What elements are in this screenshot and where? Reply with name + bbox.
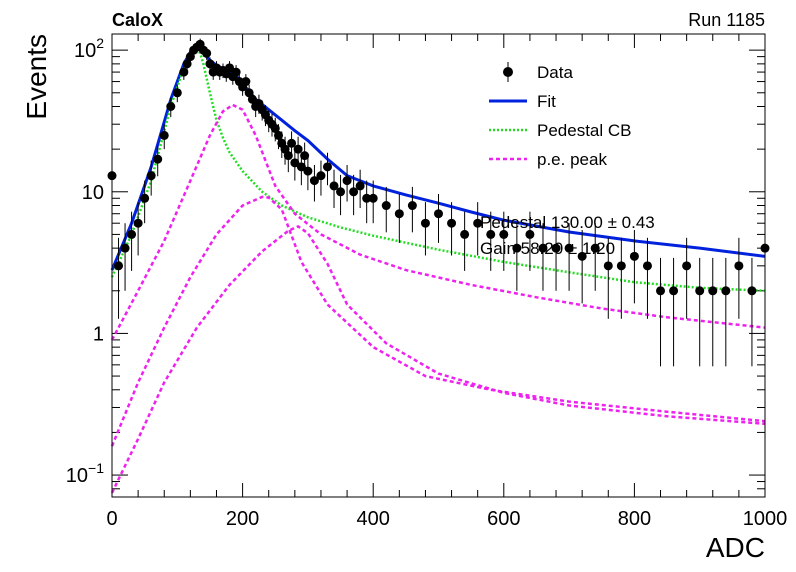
data-point: [486, 229, 496, 239]
data-point: [172, 88, 182, 98]
data-point: [274, 130, 284, 140]
legend-label: Data: [537, 63, 573, 82]
data-point: [114, 261, 124, 271]
data-point: [336, 187, 346, 197]
data-point: [290, 158, 300, 168]
legend-label: p.e. peak: [537, 150, 607, 169]
data-point: [153, 154, 163, 164]
data-point: [283, 151, 293, 161]
x-tick-label: 0: [106, 508, 117, 530]
data-point: [247, 94, 257, 104]
data-point: [182, 59, 192, 69]
series-line-p-e-peak-3: [110, 103, 766, 341]
data-point: [127, 229, 137, 239]
x-tick-label: 1000: [743, 508, 788, 530]
data-point: [342, 176, 352, 186]
data-point: [362, 193, 372, 203]
data-point: [564, 243, 574, 253]
data-point: [747, 286, 757, 296]
axis-ticks: 0 200 400 600 800 1000 10−1 1 10 102: [66, 34, 787, 530]
run-label: Run 1185: [688, 10, 765, 30]
data-point: [669, 286, 679, 296]
data-point: [682, 261, 692, 271]
data-point: [179, 67, 189, 77]
legend: Data Fit Pedestal CB p.e. peak: [489, 62, 632, 169]
data-point: [447, 218, 457, 228]
data-point: [629, 251, 639, 261]
data-point: [166, 102, 176, 112]
data-point: [316, 171, 326, 181]
data-point: [525, 229, 535, 239]
stats-annotation: Pedestal 130.00 ± 0.43 Gain 58.20 ± 1.20: [480, 213, 655, 258]
data-point: [205, 59, 215, 69]
y-tick-label: 102: [74, 35, 104, 62]
data-point: [420, 218, 430, 228]
x-tick-label: 600: [487, 508, 520, 530]
data-point: [695, 286, 705, 296]
data-point: [202, 48, 212, 58]
stats-line: Pedestal 130.00 ± 0.43: [480, 213, 655, 232]
data-point: [225, 63, 235, 73]
data-point: [120, 243, 130, 253]
data-point: [642, 261, 652, 271]
data-point: [590, 243, 600, 253]
data-point: [603, 261, 613, 271]
data-point: [368, 193, 378, 203]
legend-label: Fit: [537, 92, 556, 111]
data-point: [133, 218, 143, 228]
data-point: [616, 261, 626, 271]
y-axis-title: Events: [21, 34, 52, 120]
plot-frame: [111, 33, 766, 498]
data-point: [538, 243, 548, 253]
stats-line: Gain 58.20 ± 1.20: [480, 239, 615, 258]
data-point: [140, 193, 150, 203]
data-point: [407, 201, 417, 211]
data-point: [355, 181, 365, 191]
data-point: [300, 151, 310, 161]
series-line-p-e-peak-5: [110, 224, 766, 494]
data-point: [434, 209, 443, 219]
data-point: [708, 286, 718, 296]
data-point: [512, 243, 522, 253]
data-point: [241, 77, 251, 87]
data-point: [721, 286, 731, 296]
y-tick-label: 10: [82, 182, 104, 204]
data-point: [551, 243, 561, 253]
legend-label: Pedestal CB: [537, 121, 632, 140]
data-point: [322, 162, 332, 172]
data-point: [734, 261, 744, 271]
experiment-label: CaloX: [112, 10, 163, 30]
data-point: [231, 67, 241, 77]
data-point: [381, 201, 391, 211]
data-point: [303, 166, 313, 176]
data-point: [270, 123, 280, 133]
y-tick-label: 1: [93, 323, 104, 345]
legend-data-marker: [503, 67, 513, 77]
data-point: [656, 286, 666, 296]
data-point: [499, 229, 509, 239]
data-point: [577, 251, 587, 261]
y-tick-label: 10−1: [66, 460, 104, 487]
data-series: [107, 38, 770, 494]
data-point: [159, 130, 169, 140]
data-point: [146, 171, 156, 181]
data-point: [473, 218, 483, 228]
data-point: [296, 162, 306, 172]
data-point: [349, 187, 359, 197]
data-point: [329, 181, 339, 191]
x-tick-label: 800: [618, 508, 651, 530]
data-point: [309, 176, 319, 186]
x-tick-label: 200: [226, 508, 259, 530]
x-axis-title: ADC: [706, 532, 765, 563]
data-point: [293, 144, 303, 154]
series-line-pedestal-cb-2: [110, 47, 766, 293]
data-point: [287, 138, 297, 148]
data-point: [394, 209, 404, 219]
x-tick-label: 400: [357, 508, 390, 530]
data-point: [460, 229, 470, 239]
